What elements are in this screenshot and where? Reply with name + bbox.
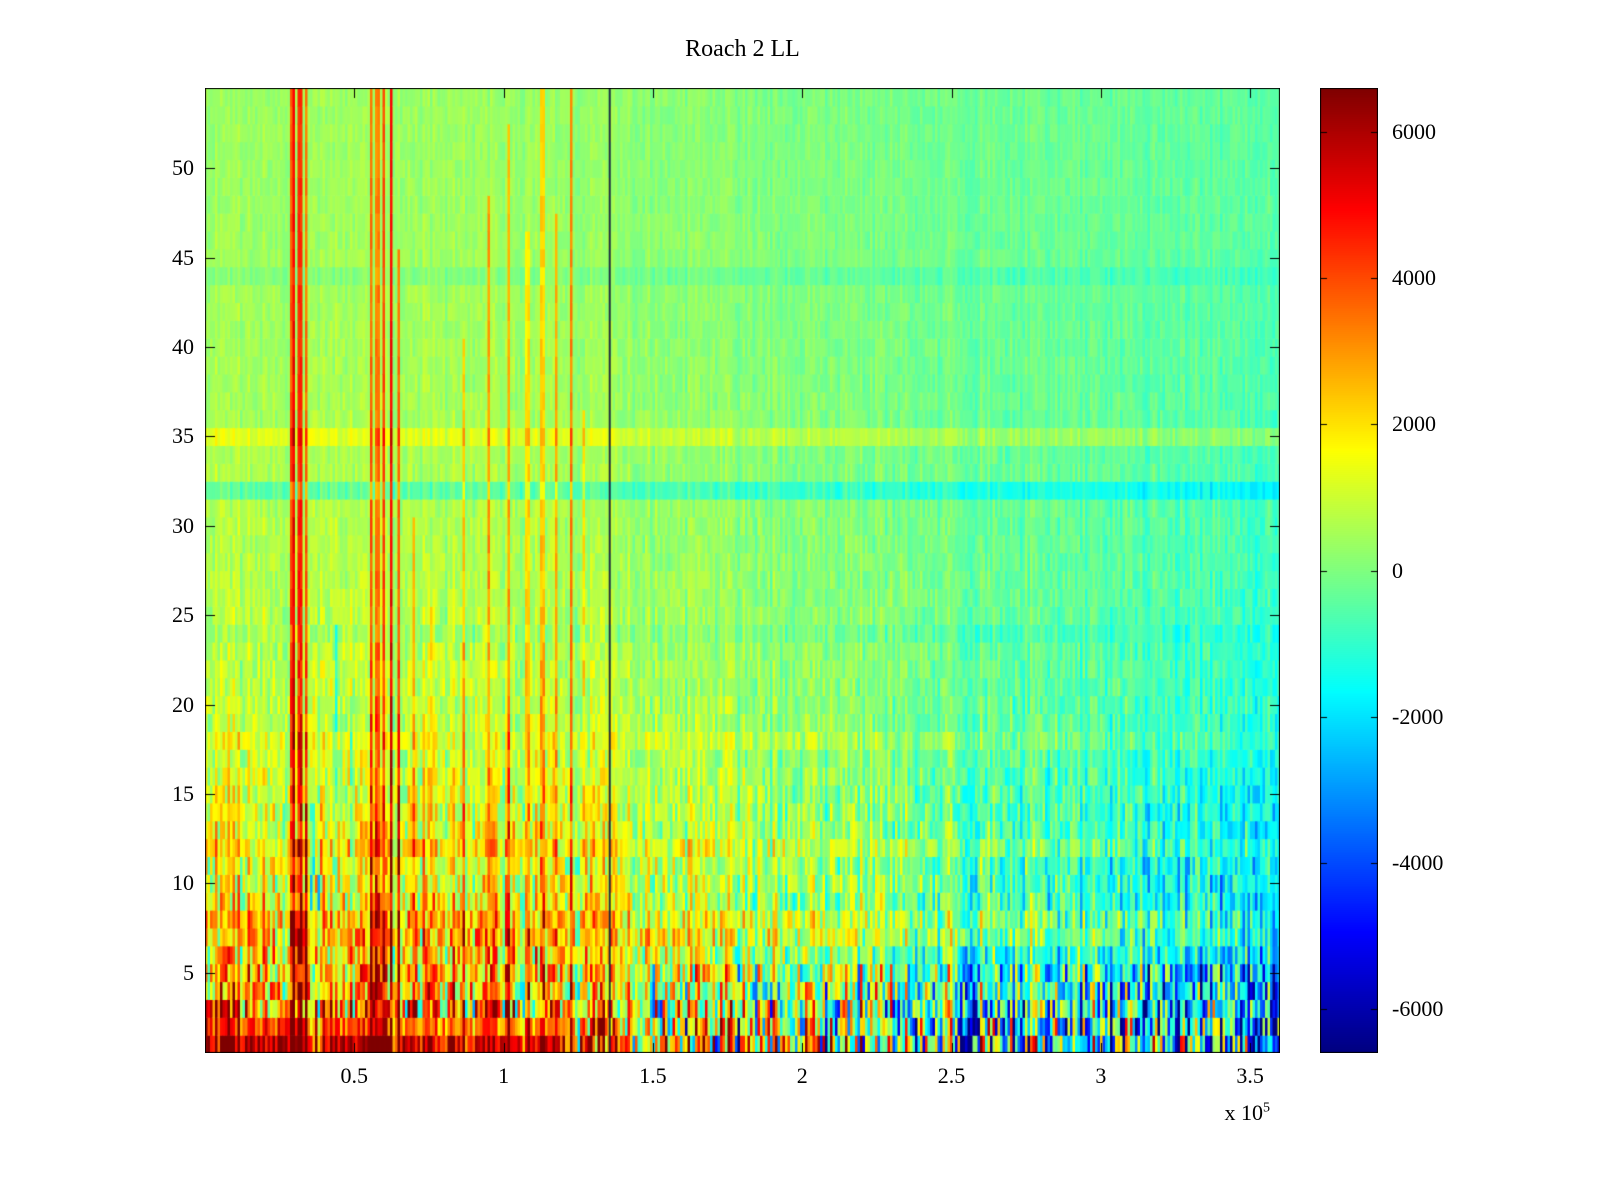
- y-tick-label: 15: [172, 780, 194, 806]
- y-tick-label: 45: [172, 244, 194, 270]
- colorbar-tick-label: 4000: [1392, 265, 1436, 291]
- colorbar-tick-label: -4000: [1392, 849, 1444, 875]
- exponent-power: 5: [1263, 1100, 1270, 1116]
- x-tick-label: 2: [796, 1063, 808, 1088]
- y-tick-label: 50: [172, 155, 194, 181]
- colorbar-tick-label: 2000: [1392, 411, 1436, 437]
- x-tick-label: 1.5: [639, 1063, 667, 1088]
- y-tick-label: 20: [172, 691, 194, 717]
- x-tick-label: 2.5: [937, 1063, 966, 1088]
- y-tick-label: 10: [172, 870, 194, 896]
- colorbar: [1320, 88, 1378, 1053]
- y-tick-label: 5: [183, 959, 194, 985]
- chart-title: Roach 2 LL: [685, 36, 800, 62]
- y-tick-label: 35: [172, 423, 194, 449]
- x-tick-label: 3.5: [1236, 1063, 1264, 1088]
- colorbar-tick-label: -2000: [1392, 703, 1444, 729]
- x-tick-label: 0.5: [340, 1063, 369, 1088]
- heatmap-plot: [205, 88, 1280, 1053]
- colorbar-tick-label: 6000: [1392, 118, 1436, 144]
- x-axis-exponent-label: x 105: [1175, 1100, 1271, 1126]
- colorbar-tick-label: 0: [1392, 557, 1403, 583]
- y-tick-label: 25: [172, 602, 194, 628]
- y-tick-label: 30: [172, 512, 194, 538]
- x-tick-label: 1: [498, 1063, 510, 1088]
- y-tick-label: 40: [172, 334, 194, 360]
- x-tick-label: 3: [1095, 1063, 1107, 1088]
- colorbar-tick-label: -6000: [1392, 996, 1444, 1022]
- exponent-prefix: x 10: [1224, 1100, 1264, 1125]
